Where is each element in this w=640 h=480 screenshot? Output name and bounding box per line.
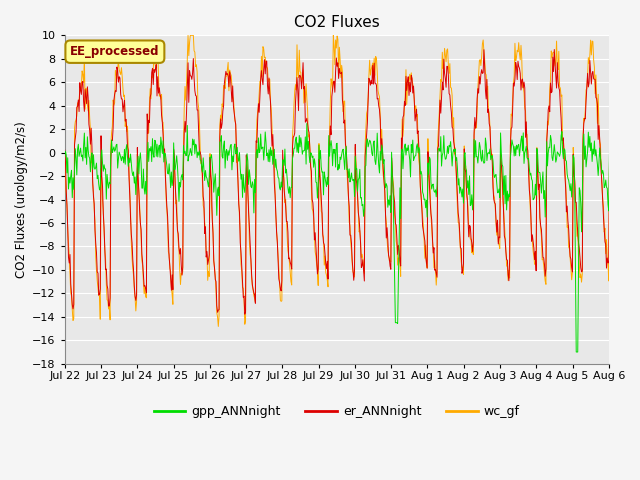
Title: CO2 Fluxes: CO2 Fluxes xyxy=(294,15,380,30)
Text: EE_processed: EE_processed xyxy=(70,45,159,58)
Legend: gpp_ANNnight, er_ANNnight, wc_gf: gpp_ANNnight, er_ANNnight, wc_gf xyxy=(148,400,525,423)
Y-axis label: CO2 Fluxes (urology/m2/s): CO2 Fluxes (urology/m2/s) xyxy=(15,121,28,278)
